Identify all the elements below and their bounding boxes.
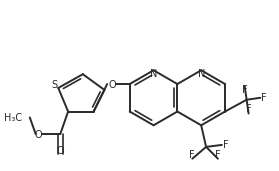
- Text: H₃C: H₃C: [4, 113, 22, 123]
- Text: S: S: [51, 80, 57, 90]
- Text: F: F: [189, 150, 194, 160]
- Text: F: F: [223, 140, 229, 150]
- Text: N: N: [150, 69, 157, 79]
- Text: F: F: [215, 150, 221, 160]
- Text: F: F: [246, 104, 251, 114]
- Text: O: O: [56, 146, 64, 156]
- Text: O: O: [108, 80, 116, 90]
- Text: O: O: [35, 130, 42, 140]
- Text: F: F: [242, 85, 247, 95]
- Text: F: F: [261, 93, 267, 103]
- Text: N: N: [198, 69, 205, 79]
